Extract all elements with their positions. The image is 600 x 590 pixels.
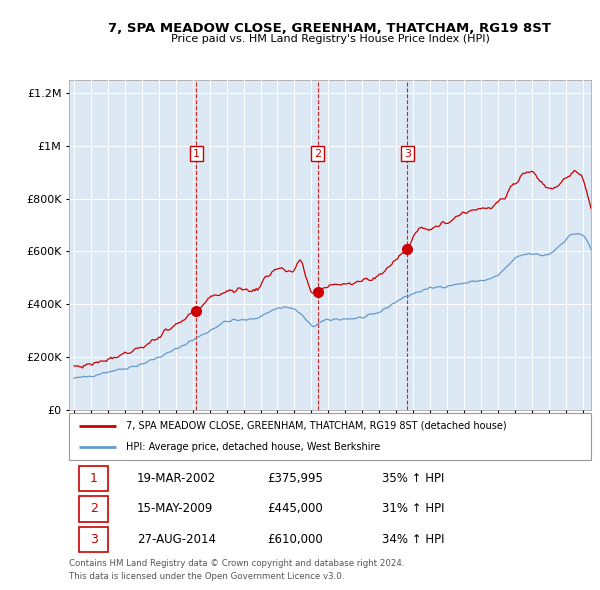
Text: £445,000: £445,000 xyxy=(268,502,323,516)
FancyBboxPatch shape xyxy=(79,466,108,491)
Text: 7, SPA MEADOW CLOSE, GREENHAM, THATCHAM, RG19 8ST: 7, SPA MEADOW CLOSE, GREENHAM, THATCHAM,… xyxy=(109,22,551,35)
Text: 27-AUG-2014: 27-AUG-2014 xyxy=(137,533,216,546)
Text: 19-MAR-2002: 19-MAR-2002 xyxy=(137,472,216,485)
Text: 34% ↑ HPI: 34% ↑ HPI xyxy=(382,533,445,546)
Text: 3: 3 xyxy=(404,149,411,159)
Text: 31% ↑ HPI: 31% ↑ HPI xyxy=(382,502,445,516)
FancyBboxPatch shape xyxy=(79,496,108,522)
Text: Price paid vs. HM Land Registry's House Price Index (HPI): Price paid vs. HM Land Registry's House … xyxy=(170,34,490,44)
FancyBboxPatch shape xyxy=(79,526,108,552)
Text: 2: 2 xyxy=(314,149,322,159)
Text: 35% ↑ HPI: 35% ↑ HPI xyxy=(382,472,445,485)
Text: 1: 1 xyxy=(193,149,200,159)
Text: This data is licensed under the Open Government Licence v3.0.: This data is licensed under the Open Gov… xyxy=(69,572,344,581)
Text: 2: 2 xyxy=(90,502,98,516)
Text: 1: 1 xyxy=(90,472,98,485)
Text: 7, SPA MEADOW CLOSE, GREENHAM, THATCHAM, RG19 8ST (detached house): 7, SPA MEADOW CLOSE, GREENHAM, THATCHAM,… xyxy=(127,421,507,431)
Text: HPI: Average price, detached house, West Berkshire: HPI: Average price, detached house, West… xyxy=(127,442,380,453)
Text: Contains HM Land Registry data © Crown copyright and database right 2024.: Contains HM Land Registry data © Crown c… xyxy=(69,559,404,568)
FancyBboxPatch shape xyxy=(69,413,591,460)
Text: 15-MAY-2009: 15-MAY-2009 xyxy=(137,502,213,516)
Text: 3: 3 xyxy=(90,533,98,546)
Text: £610,000: £610,000 xyxy=(268,533,323,546)
Text: £375,995: £375,995 xyxy=(268,472,323,485)
